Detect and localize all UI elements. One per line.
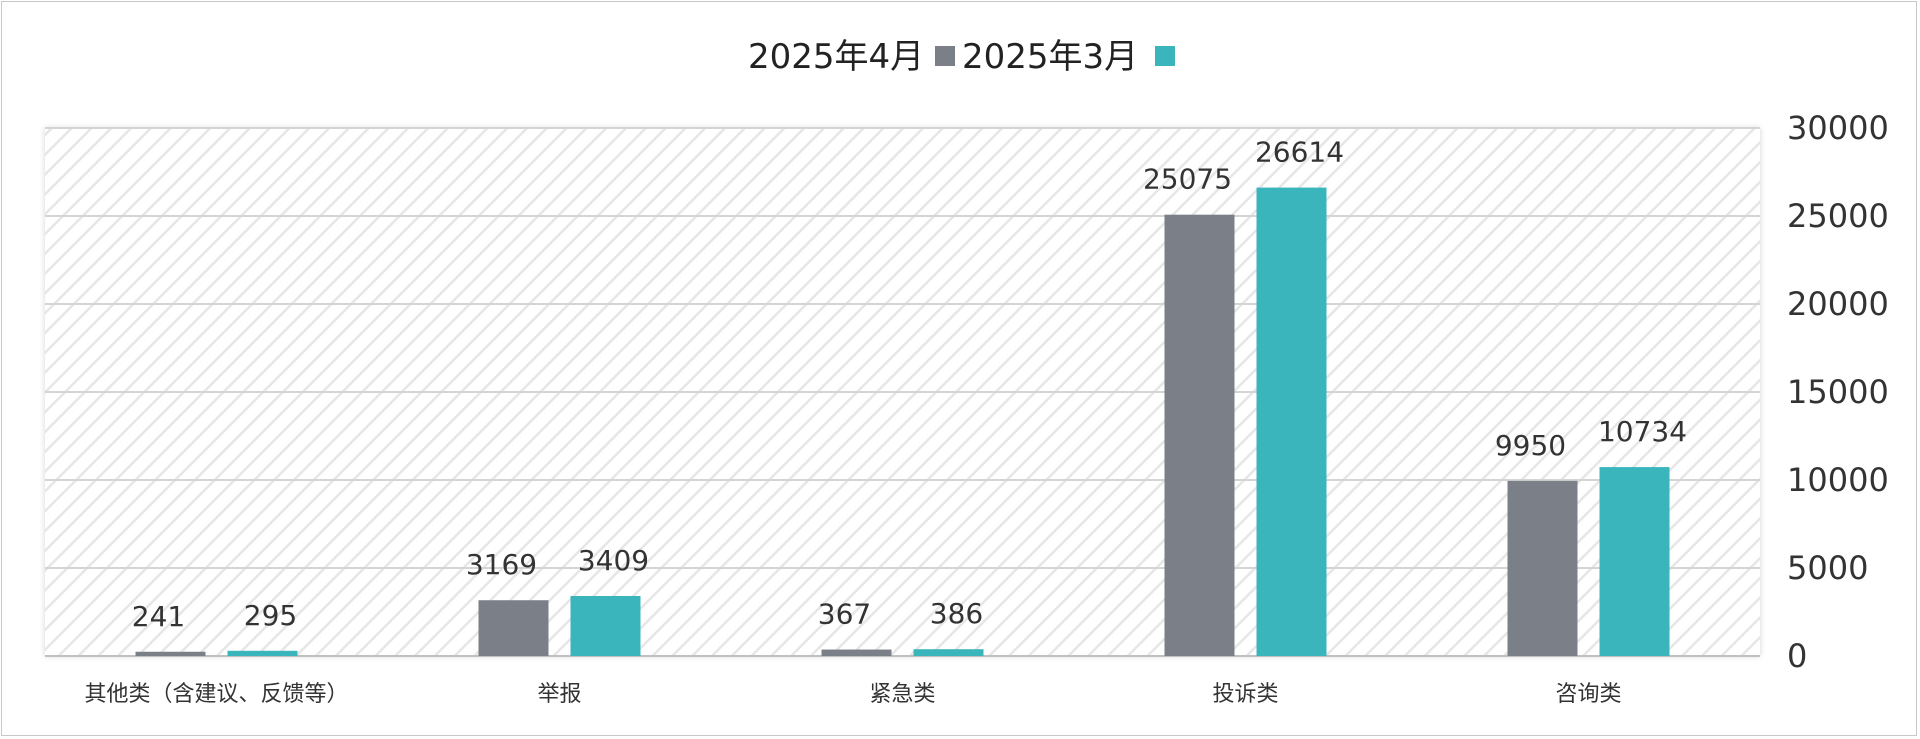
bar-march [1507, 480, 1578, 656]
legend: 2025年4月 2025年3月 [748, 37, 1175, 77]
value-label: 10734 [1598, 415, 1687, 448]
value-label: 25075 [1143, 163, 1232, 196]
bar-march [135, 651, 206, 656]
bar-april [1256, 187, 1327, 656]
value-label: 9950 [1495, 429, 1566, 462]
y-tick-label: 30000 [1787, 109, 1889, 147]
y-tick-label: 5000 [1787, 549, 1868, 587]
value-labels: 9950 10734 25075 26614 367 386 3169 3409 241 295 [132, 136, 1687, 633]
bar-april [570, 596, 641, 656]
legend-label: 2025年4月 [748, 37, 924, 77]
bar-march [478, 600, 549, 656]
category-label: 其他类（含建议、反馈等） [84, 682, 348, 707]
y-tick-label: 10000 [1787, 461, 1889, 499]
category-labels: 咨询类 投诉类 紧急类 举报 其他类（含建议、反馈等） [84, 682, 1621, 707]
y-tick-label: 25000 [1787, 197, 1889, 235]
legend-label: 2025年3月 [962, 37, 1138, 77]
value-label: 386 [930, 597, 983, 630]
value-label: 367 [818, 598, 871, 631]
bar-april [1599, 467, 1670, 656]
category-label: 紧急类 [869, 682, 935, 707]
bars [135, 187, 1670, 656]
y-tick-label: 20000 [1787, 285, 1889, 323]
value-label: 26614 [1255, 136, 1344, 169]
legend-swatch [935, 46, 955, 66]
y-tick-label: 15000 [1787, 373, 1889, 411]
category-label: 举报 [537, 682, 581, 707]
value-label: 3169 [466, 548, 537, 581]
bar-april [913, 649, 984, 656]
y-tick-label: 0 [1787, 637, 1807, 675]
legend-swatch [1155, 46, 1175, 66]
value-label: 241 [132, 600, 185, 633]
y-axis-ticks: 0 5000 10000 15000 20000 25000 30000 [1787, 109, 1889, 675]
bar-march [1164, 214, 1235, 656]
gridlines [45, 127, 1760, 569]
bar-april [227, 650, 298, 656]
bar-march [821, 649, 892, 656]
category-label: 投诉类 [1212, 682, 1278, 707]
value-label: 3409 [578, 544, 649, 577]
value-label: 295 [244, 599, 297, 632]
category-label: 咨询类 [1555, 682, 1621, 707]
